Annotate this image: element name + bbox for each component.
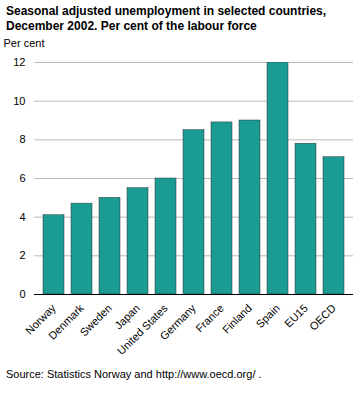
svg-text:10: 10 (13, 95, 25, 107)
svg-text:France: France (193, 301, 226, 335)
svg-text:6: 6 (19, 172, 25, 184)
svg-text:Sweden: Sweden (77, 302, 114, 339)
svg-text:2: 2 (19, 249, 25, 261)
svg-text:Norway: Norway (23, 301, 58, 337)
svg-text:OECD: OECD (307, 302, 338, 333)
svg-text:EU15: EU15 (282, 302, 310, 330)
svg-text:8: 8 (19, 133, 25, 145)
html-text:Seasonal adjusted unemployment: Seasonal adjusted unemployment in select… (6, 4, 327, 33)
svg-text:12: 12 (13, 56, 25, 68)
html-text:Source: Statistics Norway and: Source: Statistics Norway and http://www… (6, 368, 262, 380)
svg-text:0: 0 (19, 288, 25, 300)
svg-text:Germany: Germany (157, 301, 198, 342)
svg-text:Finland: Finland (220, 302, 254, 336)
svg-text:Spain: Spain (254, 302, 282, 330)
svg-text:Japan: Japan (112, 301, 142, 332)
svg-text:4: 4 (19, 211, 25, 223)
svg-text:United States: United States (114, 301, 170, 357)
svg-text:Denmark: Denmark (46, 301, 86, 341)
svg-text:Per cent: Per cent (4, 37, 45, 49)
